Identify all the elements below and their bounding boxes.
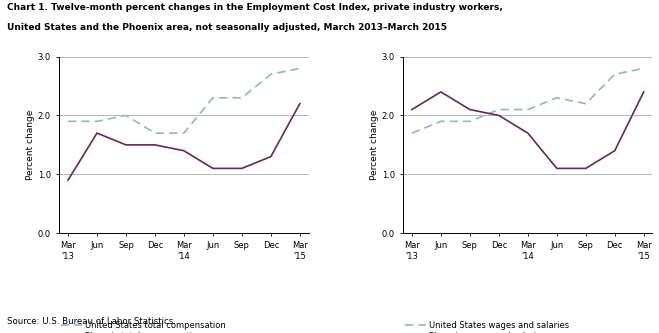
United States total compensation bbox=[296, 66, 304, 70]
Text: Source: U.S. Bureau of Labor Statistics.: Source: U.S. Bureau of Labor Statistics. bbox=[7, 317, 175, 326]
United States wages and salaries bbox=[437, 119, 445, 123]
Line: United States wages and salaries: United States wages and salaries bbox=[412, 68, 644, 133]
United States wages and salaries bbox=[524, 108, 532, 112]
Phoenix total compensation bbox=[209, 166, 217, 170]
Phoenix total compensation bbox=[122, 143, 130, 147]
United States wages and salaries bbox=[466, 119, 474, 123]
Phoenix wages and salaries bbox=[582, 166, 590, 170]
United States total compensation bbox=[267, 72, 275, 76]
Text: Chart 1. Twelve-month percent changes in the Employment Cost Index, private indu: Chart 1. Twelve-month percent changes in… bbox=[7, 3, 502, 12]
Phoenix total compensation bbox=[64, 178, 72, 182]
Y-axis label: Percent change: Percent change bbox=[370, 110, 379, 180]
Line: United States total compensation: United States total compensation bbox=[68, 68, 300, 133]
United States total compensation bbox=[122, 114, 130, 118]
Phoenix total compensation bbox=[267, 155, 275, 159]
United States wages and salaries bbox=[611, 72, 619, 76]
United States wages and salaries bbox=[582, 102, 590, 106]
Line: Phoenix wages and salaries: Phoenix wages and salaries bbox=[412, 92, 644, 168]
United States wages and salaries bbox=[640, 66, 648, 70]
United States wages and salaries bbox=[495, 108, 503, 112]
Phoenix wages and salaries bbox=[524, 131, 532, 135]
Line: Phoenix total compensation: Phoenix total compensation bbox=[68, 104, 300, 180]
Phoenix wages and salaries bbox=[611, 149, 619, 153]
Legend: United States total compensation, Phoenix total compensation: United States total compensation, Phoeni… bbox=[59, 319, 227, 333]
Phoenix wages and salaries bbox=[640, 90, 648, 94]
Phoenix total compensation bbox=[93, 131, 101, 135]
Phoenix total compensation bbox=[296, 102, 304, 106]
United States total compensation bbox=[209, 96, 217, 100]
Phoenix wages and salaries bbox=[437, 90, 445, 94]
Phoenix wages and salaries bbox=[408, 108, 416, 112]
United States total compensation bbox=[238, 96, 246, 100]
United States total compensation bbox=[93, 119, 101, 123]
Phoenix total compensation bbox=[151, 143, 159, 147]
Phoenix wages and salaries bbox=[553, 166, 561, 170]
Phoenix total compensation bbox=[180, 149, 188, 153]
Phoenix wages and salaries bbox=[466, 108, 474, 112]
Y-axis label: Percent change: Percent change bbox=[26, 110, 35, 180]
United States total compensation bbox=[64, 119, 72, 123]
Phoenix wages and salaries bbox=[495, 114, 503, 118]
United States total compensation bbox=[151, 131, 159, 135]
Phoenix total compensation bbox=[238, 166, 246, 170]
United States wages and salaries bbox=[408, 131, 416, 135]
United States total compensation bbox=[180, 131, 188, 135]
United States wages and salaries bbox=[553, 96, 561, 100]
Text: United States and the Phoenix area, not seasonally adjusted, March 2013–March 20: United States and the Phoenix area, not … bbox=[7, 23, 447, 32]
Legend: United States wages and salaries, Phoenix wages and salaries: United States wages and salaries, Phoeni… bbox=[403, 319, 571, 333]
